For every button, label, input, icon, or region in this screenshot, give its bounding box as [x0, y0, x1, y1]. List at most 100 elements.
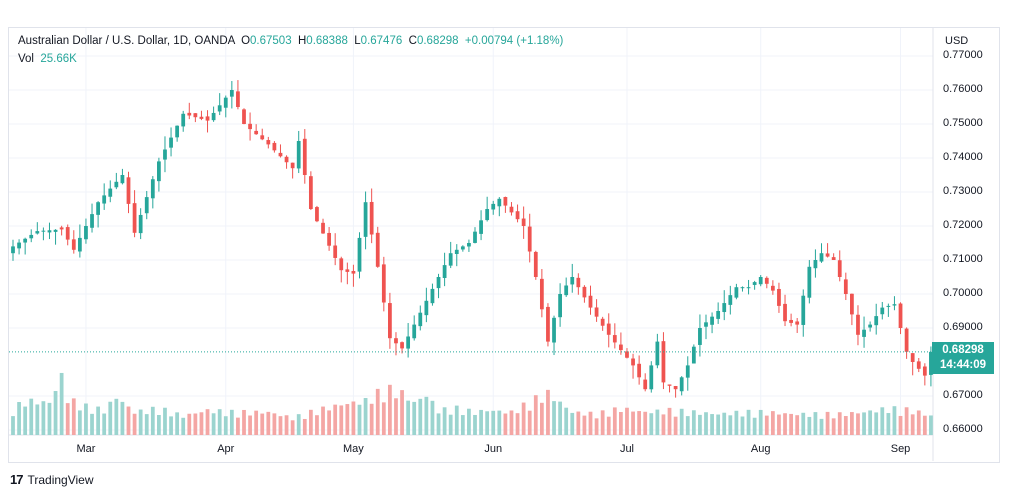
currency-label: USD [945, 35, 969, 47]
candle-body [175, 125, 180, 138]
volume-label: Vol [18, 53, 34, 65]
candle-body [770, 285, 775, 291]
candle-body [649, 365, 654, 390]
candle-body [722, 303, 727, 313]
candle-body [345, 269, 350, 272]
high-label: H [297, 35, 307, 47]
close-label: C [408, 35, 417, 47]
time-tick-label: Sep [890, 443, 911, 455]
volume-bar [430, 400, 435, 435]
price-tick-label: 0.72000 [943, 219, 983, 231]
price-tick-label: 0.77000 [943, 49, 983, 61]
volume-bar [582, 415, 587, 435]
candle-body [783, 303, 787, 322]
volume-bar [102, 413, 107, 435]
candle-body [716, 311, 721, 319]
volume-bar [47, 402, 52, 435]
candle-body [315, 207, 319, 222]
candle-body [922, 366, 927, 376]
candle-body [588, 295, 593, 308]
candle-body [473, 231, 477, 243]
volume-bar [868, 410, 873, 435]
candle-body [71, 239, 76, 250]
candle-body [746, 287, 751, 289]
candle-body [454, 249, 459, 254]
candle-body [631, 358, 635, 366]
tradingview-footer[interactable]: 17 TradingView [10, 472, 94, 487]
candle-body [418, 312, 423, 327]
time-tick-label: Mar [76, 443, 96, 455]
volume-bar [892, 406, 897, 435]
chart-frame [8, 27, 1000, 463]
candle-body [831, 257, 836, 260]
candle-body [758, 277, 763, 285]
volume-bar [898, 415, 903, 435]
volume-bar [783, 413, 787, 435]
volume-bar [41, 401, 46, 435]
candle-body [199, 116, 204, 119]
candle-body [679, 377, 684, 392]
volume-bar [205, 409, 210, 435]
volume-bar [819, 418, 824, 435]
candle-body [837, 260, 842, 277]
volume-bar [454, 405, 459, 435]
candle-body [813, 260, 818, 269]
candle-body [667, 384, 672, 386]
time-tick-label: May [343, 443, 364, 455]
volume-bar [460, 415, 465, 435]
volume-bar [126, 406, 131, 435]
volume-bar [193, 413, 198, 435]
candle-body [35, 231, 40, 234]
bar-countdown: 14:44:09 [939, 359, 987, 371]
volume-bar [667, 407, 672, 435]
tradingview-brand: TradingView [27, 472, 94, 487]
candle-body [448, 253, 453, 266]
volume-bar [321, 406, 325, 435]
candle-body [144, 197, 149, 214]
volume-bar [655, 409, 660, 435]
volume-bar [272, 413, 277, 435]
volume-bar [132, 413, 137, 435]
candle-body [777, 288, 781, 306]
volume-bar [473, 414, 477, 435]
volume-bar [77, 410, 82, 435]
volume-bar [187, 413, 192, 435]
volume-bar [801, 412, 806, 435]
volume-bar [315, 415, 319, 435]
candle-body [904, 328, 909, 352]
volume-bar [916, 410, 921, 435]
volume-bar [84, 403, 88, 435]
volume-bar [381, 402, 386, 435]
volume-bar [539, 402, 544, 435]
candle-body [412, 324, 417, 339]
candle-body [764, 277, 769, 284]
candle-body [96, 202, 100, 215]
candle-body [734, 287, 739, 298]
candle-body [916, 361, 921, 369]
volume-bar [217, 409, 222, 435]
candle-body [874, 316, 879, 326]
low-label: L [354, 35, 361, 47]
time-tick-label: Jun [484, 443, 503, 455]
volume-bar [503, 413, 508, 435]
volume-bar [637, 411, 642, 435]
volume-bar [260, 413, 265, 435]
volume-bar [758, 409, 763, 435]
price-tick-label: 0.74000 [943, 151, 983, 163]
candle-body [260, 135, 265, 140]
candle-body [126, 177, 131, 204]
candle-body [825, 253, 830, 257]
candle-body [576, 277, 581, 288]
candle-body [843, 279, 848, 294]
candle-body [740, 287, 745, 289]
volume-bar [442, 407, 447, 435]
candle-body [527, 226, 532, 252]
volume-bar [813, 412, 818, 435]
volume-bar [929, 415, 933, 435]
candle-body [868, 324, 873, 328]
candle-body [619, 344, 623, 351]
price-tick-label: 0.75000 [943, 117, 983, 129]
volume-bar [588, 411, 593, 435]
volume-bar [345, 404, 350, 435]
